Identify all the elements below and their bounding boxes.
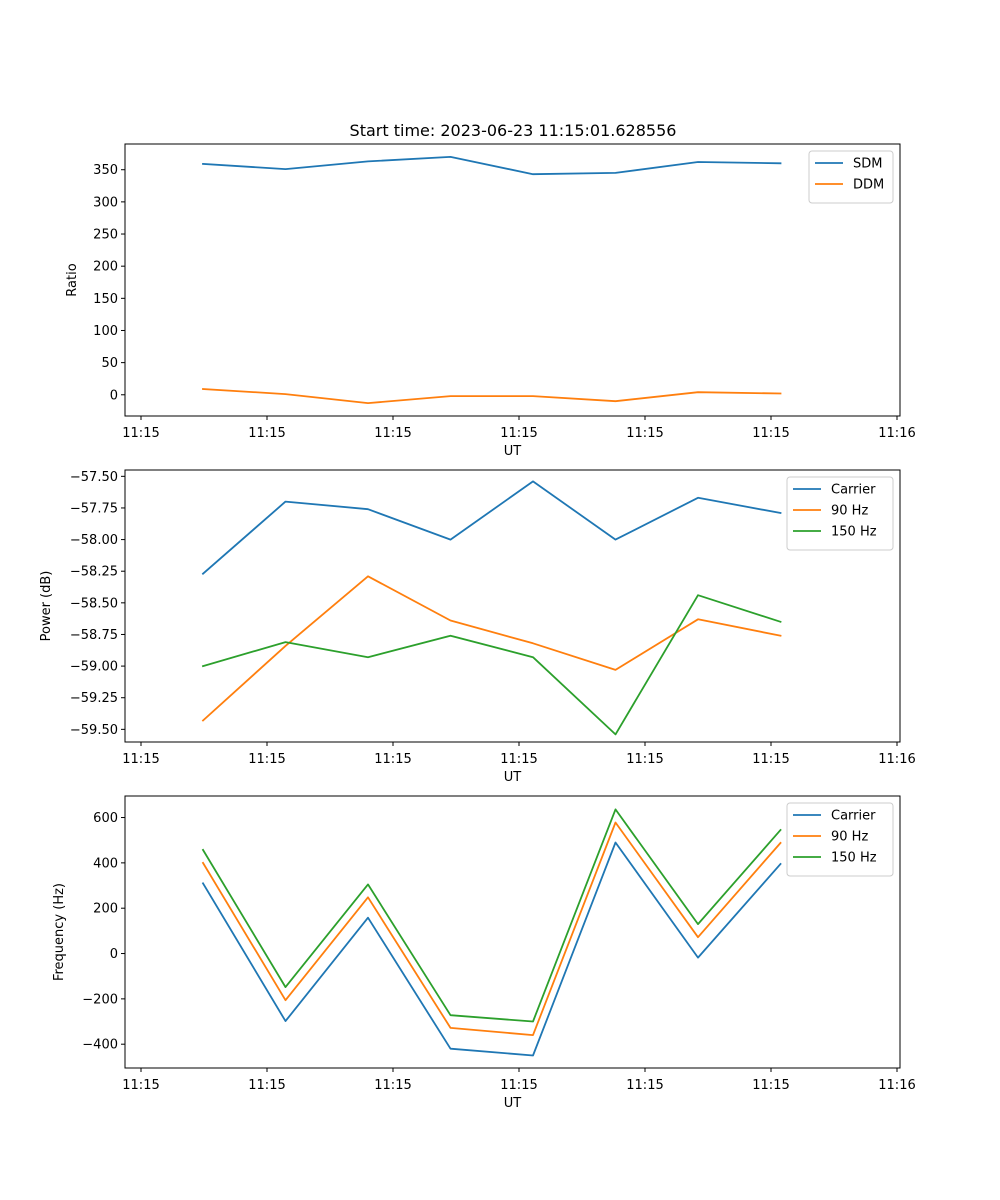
y-axis-label: Power (dB) — [39, 571, 54, 642]
series-line-90-hz — [201, 821, 782, 1036]
y-tick-label: 100 — [93, 324, 118, 339]
y-tick-label: −57.75 — [70, 501, 118, 516]
legend-entry: DDM — [853, 178, 884, 193]
legend-entry: Carrier — [831, 483, 876, 498]
x-tick-label: 11:15 — [374, 426, 411, 441]
x-axis-label: UT — [504, 444, 522, 459]
x-tick-label: 11:15 — [626, 426, 663, 441]
legend-entry: 150 Hz — [831, 525, 877, 540]
y-tick-label: −59.50 — [70, 723, 118, 738]
legend-entry: 90 Hz — [831, 830, 868, 845]
series-line-150-hz — [201, 594, 782, 736]
y-tick-label: 50 — [101, 356, 118, 371]
series-line-150-hz — [201, 808, 782, 1023]
series-line-90-hz — [201, 575, 782, 722]
legend-entry: SDM — [853, 157, 882, 172]
y-tick-label: 300 — [93, 195, 118, 210]
axes-frame — [124, 469, 901, 743]
x-tick-label: 11:15 — [752, 426, 789, 441]
series-line-sdm — [202, 155, 782, 176]
legend-entry: Carrier — [831, 809, 876, 824]
x-tick-label: 11:15 — [500, 426, 537, 441]
x-tick-label: 11:15 — [122, 752, 159, 767]
x-tick-label: 11:15 — [374, 1078, 411, 1093]
subplot-1: 0 50 100 150 200 250 300 350 11:15 11:15 11:15 11:1… — [65, 143, 916, 459]
x-tick-label: 11:15 — [752, 752, 789, 767]
y-tick-label: 600 — [93, 811, 118, 826]
y-tick-label: 200 — [93, 260, 118, 275]
legend-entry: 150 Hz — [831, 851, 877, 866]
y-tick-label: 400 — [93, 856, 118, 871]
x-tick-label: 11:15 — [122, 426, 159, 441]
y-tick-label: 200 — [93, 902, 118, 917]
y-tick-label: −59.00 — [70, 660, 118, 675]
y-tick-label: 0 — [110, 947, 118, 962]
legend: Carrier 90 Hz 150 Hz — [786, 476, 894, 551]
x-tick-label: 11:16 — [878, 752, 915, 767]
x-tick-label: 11:15 — [626, 752, 663, 767]
legend-box — [808, 150, 894, 204]
x-tick-label: 11:15 — [248, 426, 285, 441]
axes-frame — [124, 795, 901, 1069]
x-tick-label: 11:15 — [752, 1078, 789, 1093]
chart-title: Start time: 2023-06-23 11:15:01.628556 — [350, 121, 677, 140]
y-tick-label: −200 — [82, 992, 118, 1007]
legend-entry: 90 Hz — [831, 504, 868, 519]
axes-frame — [124, 143, 901, 417]
y-axis-label: Frequency (Hz) — [52, 883, 67, 981]
y-tick-label: −58.50 — [70, 596, 118, 611]
x-tick-label: 11:15 — [500, 752, 537, 767]
y-tick-label: −58.25 — [70, 565, 118, 580]
x-tick-label: 11:15 — [248, 752, 285, 767]
y-tick-label: 250 — [93, 228, 118, 243]
x-tick-label: 11:15 — [500, 1078, 537, 1093]
x-tick-label: 11:15 — [374, 752, 411, 767]
y-tick-label: −58.00 — [70, 533, 118, 548]
x-tick-label: 11:15 — [248, 1078, 285, 1093]
x-axis-label: UT — [504, 770, 522, 785]
y-tick-label: −59.25 — [70, 691, 118, 706]
y-tick-label: −57.50 — [70, 470, 118, 485]
x-tick-label: 11:16 — [878, 426, 915, 441]
x-tick-label: 11:16 — [878, 1078, 915, 1093]
x-tick-label: 11:15 — [122, 1078, 159, 1093]
subplot-2: −57.50 −57.75 −58.00 −58.25 −58.50 −58.75 −59.… — [39, 469, 916, 785]
x-axis-label: UT — [504, 1096, 522, 1111]
y-axis-label: Ratio — [65, 263, 80, 296]
y-tick-label: −400 — [82, 1038, 118, 1053]
legend: SDM DDM — [808, 150, 894, 204]
y-tick-label: 0 — [110, 388, 118, 403]
y-tick-label: 350 — [93, 163, 118, 178]
series-line-carrier — [201, 480, 782, 575]
x-tick-label: 11:15 — [626, 1078, 663, 1093]
subplot-3: −400 −200 0 200 400 600 11:15 11:15 11:15 11:15 11… — [52, 795, 916, 1111]
y-tick-label: 150 — [93, 292, 118, 307]
series-line-ddm — [202, 388, 782, 405]
legend: Carrier 90 Hz 150 Hz — [786, 802, 894, 877]
y-tick-label: −58.75 — [70, 628, 118, 643]
series-line-carrier — [201, 841, 782, 1057]
